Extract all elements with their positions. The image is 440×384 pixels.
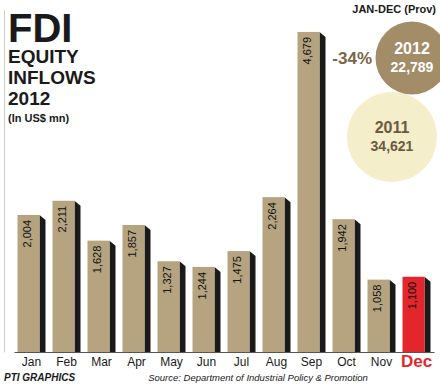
title-line: FDI — [8, 6, 72, 50]
totals: 2011 34,621 2012 22,789 — [347, 21, 440, 182]
bar-side — [75, 201, 81, 352]
bars — [18, 32, 431, 352]
x-tick: Jul — [234, 352, 249, 369]
change-note: -34% — [332, 49, 372, 68]
data-label: 4,679 — [301, 37, 313, 65]
bar-side — [145, 225, 151, 352]
bar-side — [390, 280, 396, 352]
x-tick-label: Jan — [22, 355, 41, 369]
bar — [123, 225, 145, 352]
data-label: 2,211 — [56, 206, 68, 233]
x-tick-label: Feb — [56, 355, 77, 369]
data-label: 1,857 — [126, 230, 138, 258]
chart: FDIEQUITYINFLOWS2012(In US$ mn)201134,62… — [0, 0, 440, 384]
x-tick: Jun — [197, 352, 216, 369]
x-tick-label: Nov — [371, 355, 392, 369]
x-tick: Oct — [337, 352, 356, 369]
bar-side — [425, 277, 431, 352]
total-circle — [375, 21, 440, 94]
data-labels: 2,004 2,211 1,628 1,857 1,327 1,244 1,475 2,264… — [21, 37, 418, 312]
x-tick-label: Sep — [301, 355, 323, 369]
x-tick: Feb — [56, 352, 77, 369]
bar-side — [355, 219, 361, 352]
bar — [368, 280, 390, 352]
data-label: 1,327 — [161, 266, 173, 294]
bar-side — [215, 267, 221, 352]
title: FDIEQUITYINFLOWS2012 — [8, 6, 96, 109]
x-tick: Jan — [22, 352, 41, 369]
x-tick: Apr — [127, 352, 146, 369]
x-tick: May — [160, 352, 183, 369]
total-circle — [347, 92, 437, 182]
data-label: 2,004 — [21, 220, 33, 248]
bar-side — [320, 32, 326, 352]
x-axis-line — [15, 352, 435, 353]
data-label: 1,475 — [231, 256, 243, 284]
bar — [88, 241, 110, 352]
bar-side — [110, 241, 116, 352]
data-label: 1,100 — [406, 282, 418, 310]
total-year: 2011 — [375, 119, 410, 136]
data-label: 1,058 — [371, 285, 383, 313]
x-tick-label: Oct — [337, 355, 356, 369]
y-axis — [4, 11, 5, 353]
x-tick: Mar — [91, 352, 112, 369]
title-line: 2012 — [8, 88, 50, 109]
bar-side — [285, 197, 291, 352]
title-line: EQUITY — [8, 46, 79, 67]
x-tick-label: Mar — [91, 355, 112, 369]
x-tick-label: May — [160, 355, 183, 369]
bar — [298, 32, 320, 352]
data-label: 1,942 — [336, 224, 348, 252]
x-axis: Jan Feb Mar Apr May Jun Jul Aug Sep Oct Nov Dec — [15, 352, 435, 371]
bar — [53, 201, 75, 352]
bar — [403, 277, 425, 352]
bar-side — [180, 261, 186, 352]
x-tick-label: Jul — [234, 355, 249, 369]
credit: PTI GRAPHICS — [4, 372, 75, 383]
total-year: 2012 — [394, 40, 430, 57]
y-axis-line — [4, 11, 5, 353]
bar-side — [40, 215, 46, 352]
x-tick: Dec — [401, 352, 432, 371]
data-label: 1,628 — [91, 246, 103, 274]
x-tick: Sep — [301, 352, 323, 369]
bar — [18, 215, 40, 352]
data-label: 2,264 — [266, 202, 278, 230]
x-tick: Aug — [266, 352, 287, 369]
x-tick: Nov — [371, 352, 392, 369]
title-line: INFLOWS — [8, 67, 96, 88]
bar — [193, 267, 215, 352]
x-tick-label: Dec — [401, 352, 432, 371]
period-note: JAN-DEC (Prov) — [352, 3, 436, 15]
bar — [228, 251, 250, 352]
data-label: 1,244 — [196, 272, 208, 300]
subtitle: (In US$ mn) — [8, 112, 69, 124]
bar — [263, 197, 285, 352]
bar-side — [250, 251, 256, 352]
x-tick-label: Jun — [197, 355, 216, 369]
total-value: 34,621 — [371, 138, 414, 154]
x-tick-label: Aug — [266, 355, 287, 369]
bar — [158, 261, 180, 352]
bar — [333, 219, 355, 352]
total-value: 22,789 — [391, 59, 434, 75]
source: Source: Department of Industrial Policy … — [148, 372, 368, 383]
x-tick-label: Apr — [127, 355, 146, 369]
